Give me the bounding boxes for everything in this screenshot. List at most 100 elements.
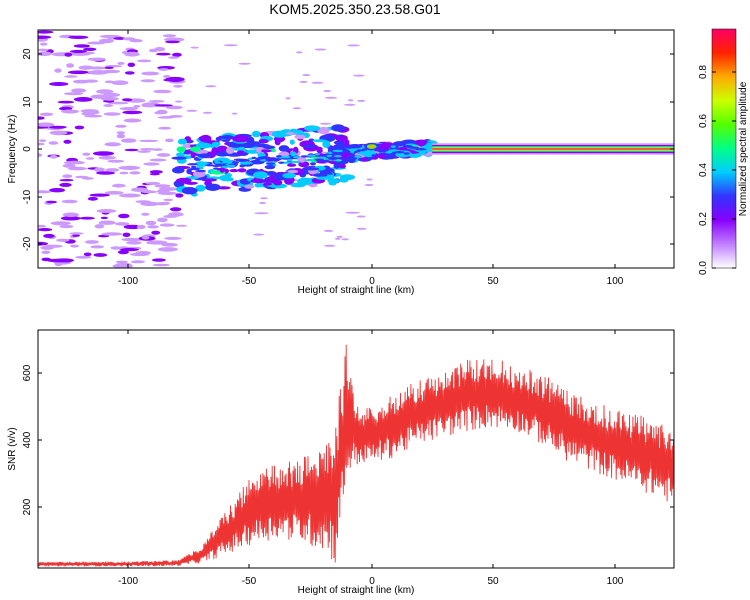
spectrogram-cell — [322, 140, 331, 148]
spectrogram-cell — [311, 81, 324, 84]
spectrogram-cell — [408, 146, 419, 149]
spectrogram-cell — [74, 125, 85, 130]
spectrogram-cell — [43, 233, 55, 238]
spectrogram-cell — [116, 131, 126, 135]
spectrogram-cell — [289, 139, 295, 145]
snr-frame — [37, 329, 675, 569]
spectrogram-cell — [353, 74, 365, 77]
spectrogram-cell — [38, 153, 43, 157]
spectrogram-cell — [100, 96, 119, 101]
spectrogram-cell — [393, 141, 407, 147]
spectrogram-cell — [107, 159, 125, 163]
spectrogram-cell — [68, 35, 89, 39]
spectrogram-cell — [147, 225, 159, 229]
spectrogram-cell — [323, 90, 332, 92]
spectrogram-cell — [328, 181, 337, 186]
spectrogram-cell — [59, 182, 72, 187]
spectrogram-x-axis: -100 -50 0 50 100 Height of straight lin… — [118, 30, 624, 296]
spectrogram-cell — [324, 96, 338, 99]
snr-y-label: SNR (v/v) — [7, 427, 18, 470]
spectrogram-cell — [233, 158, 245, 161]
spectrogram-cell — [184, 181, 198, 185]
spectrogram-cell — [270, 158, 282, 161]
y-tick-label: -10 — [22, 189, 33, 204]
spectrogram-cell — [118, 165, 141, 170]
snr-marks — [38, 344, 674, 567]
spectrogram-cell — [275, 155, 283, 158]
spectrogram-cell — [314, 48, 327, 51]
spectrogram-cell — [38, 139, 47, 142]
spectrogram-cell — [118, 213, 130, 219]
spectrogram-cell — [323, 244, 336, 247]
spectrogram-cell — [59, 179, 74, 182]
spectrogram-cell — [186, 109, 198, 112]
spectrogram-cell — [236, 150, 245, 155]
spectrogram-cell — [181, 187, 198, 195]
spectrogram-cell — [319, 122, 332, 125]
spectrogram-cell — [104, 66, 114, 70]
spectrogram-cell — [38, 35, 52, 39]
spectrogram-cell — [130, 260, 146, 264]
spectrogram-cell — [56, 238, 70, 242]
spectrogram-cell — [87, 41, 106, 45]
spectrogram-cell — [244, 184, 255, 189]
spectrogram-cell — [253, 171, 268, 179]
spectrogram-cell — [371, 154, 379, 157]
spectrogram-cell — [282, 161, 291, 164]
spectrogram-cell — [163, 214, 178, 218]
spectrogram-cell — [347, 155, 355, 158]
spectrogram-cell — [96, 171, 115, 175]
spectrogram-cell — [427, 149, 434, 152]
spectrogram-cell — [104, 142, 121, 147]
spectrogram-cell — [334, 237, 341, 240]
spectrogram-cell — [115, 222, 130, 226]
spectrogram-cell — [135, 251, 151, 255]
spectrogram-cell — [50, 221, 71, 226]
spectrogram-cell — [121, 237, 143, 242]
spectrogram-cell — [84, 114, 103, 118]
x-tick-label: 100 — [607, 276, 624, 287]
spectrogram-cell — [96, 209, 117, 213]
spectrogram-cell — [272, 130, 288, 138]
spectrogram-cell — [63, 139, 72, 144]
spectrogram-cell — [137, 150, 151, 153]
spectrogram-cell — [115, 124, 127, 128]
spectrogram-cell — [238, 62, 251, 65]
spectrogram-cell — [364, 184, 374, 186]
spectrogram-cell — [67, 166, 87, 171]
spectrogram-cell — [258, 139, 269, 144]
spectrogram-cell — [313, 146, 323, 151]
spectrogram-cell — [149, 158, 167, 162]
spectrogram-cell — [49, 188, 65, 193]
spectrogram-cell — [122, 98, 133, 102]
spectrogram-cell — [133, 105, 141, 108]
spectrogram-cell — [176, 177, 192, 184]
spectrogram-cell — [60, 216, 81, 221]
spectrogram-cell — [390, 145, 396, 148]
y-tick-label: 0 — [22, 146, 33, 152]
spectrogram-cell — [87, 196, 98, 201]
spectrogram-cell — [264, 165, 276, 170]
spectrogram-cell — [176, 146, 187, 153]
spectrogram-cell — [312, 173, 328, 177]
spectrogram-cell — [310, 162, 316, 166]
spectrogram-cell — [326, 154, 333, 158]
spectrogram-cell — [356, 215, 366, 218]
spectrogram-cell — [38, 190, 52, 194]
spectrogram-cell — [299, 80, 308, 83]
x-tick-label: 0 — [369, 576, 375, 587]
spectrogram-cell — [172, 166, 185, 174]
spectrogram-cell — [300, 155, 308, 158]
spectrogram-cell — [101, 232, 123, 236]
spectrogram-cell — [63, 160, 85, 165]
spectrogram-cell — [387, 152, 396, 160]
spectrogram-cell — [61, 109, 80, 114]
spectrogram-cell — [146, 240, 168, 245]
spectrogram-cell — [75, 175, 89, 179]
spectrogram-cell — [175, 193, 184, 198]
spectrogram-cell — [260, 197, 268, 200]
spectrogram-cell — [48, 141, 59, 145]
spectrogram-cell — [304, 125, 321, 132]
spectrogram-cell — [82, 79, 99, 83]
spectrogram-cell — [215, 136, 222, 141]
